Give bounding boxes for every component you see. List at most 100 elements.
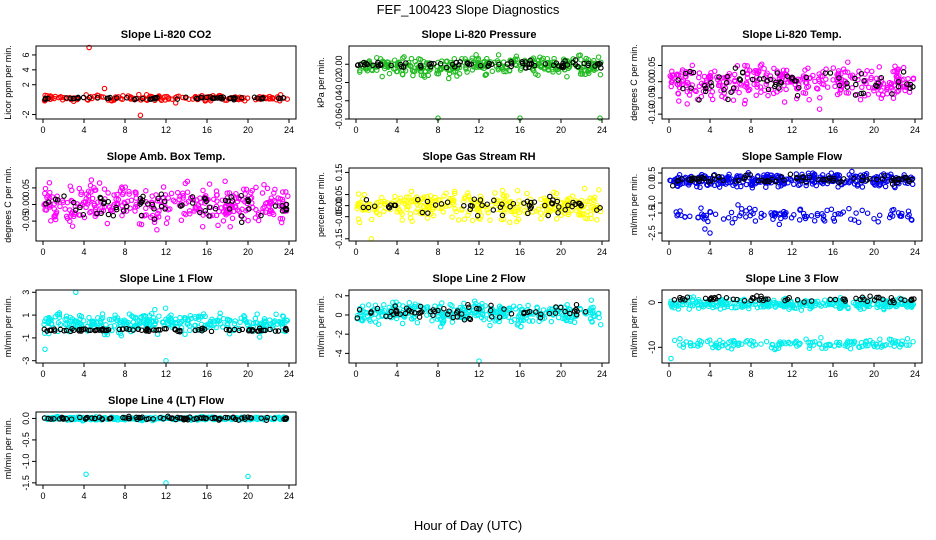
x-tick-label: 12 (787, 125, 797, 135)
outlier-point (163, 357, 169, 364)
data-point (186, 208, 193, 214)
data-point (762, 178, 769, 184)
data-point (187, 312, 194, 319)
outlier-point (83, 471, 89, 478)
data-point (173, 319, 179, 326)
data-point (680, 341, 687, 348)
x-tick-label: 12 (474, 369, 484, 379)
data-point (447, 61, 453, 68)
data-point (413, 209, 419, 215)
y-tick-label: 0.05 (334, 186, 344, 204)
data-point (596, 314, 602, 321)
data-point (674, 178, 681, 184)
data-point (177, 415, 183, 421)
data-point (283, 327, 290, 333)
data-point (877, 336, 883, 342)
data-point (238, 315, 244, 321)
data-point (182, 211, 189, 218)
data-point (244, 95, 251, 101)
data-point (88, 177, 95, 183)
data-point (226, 327, 233, 334)
data-point (846, 172, 853, 178)
x-tick-label: 12 (161, 491, 171, 501)
data-point (418, 64, 424, 70)
data-point (285, 193, 291, 199)
data-point (890, 68, 896, 75)
data-point (125, 415, 132, 422)
data-point (453, 208, 460, 215)
data-point (105, 211, 112, 218)
panel-6: Slope Line 1 Flow ml/min per min. 0 4 8 12 16 2… (3, 273, 297, 379)
data-point (597, 321, 604, 328)
data-point (552, 310, 559, 316)
data-point (526, 318, 533, 324)
data-point (748, 297, 754, 304)
outlier-point (245, 473, 251, 480)
data-point (569, 193, 576, 199)
data-point (753, 92, 759, 99)
data-point (730, 182, 736, 188)
data-point (856, 344, 863, 351)
x-tick-label: 16 (515, 369, 525, 379)
data-point (235, 417, 242, 423)
data-point (143, 416, 150, 423)
panel-7: Slope Line 2 Flow ml/min per min. 0 4 8 12 16 2… (316, 273, 610, 379)
data-point (116, 326, 123, 333)
data-point (67, 183, 74, 189)
data-point (836, 342, 843, 348)
data-point (262, 319, 269, 325)
data-point (154, 198, 161, 204)
x-tick-label: 16 (515, 247, 525, 257)
data-point (772, 303, 779, 310)
data-point (488, 302, 494, 309)
data-point (411, 310, 418, 316)
data-point (461, 203, 467, 209)
data-point (119, 326, 126, 332)
data-point (451, 190, 458, 197)
data-point (63, 95, 70, 101)
data-point (888, 81, 894, 88)
data-point (404, 206, 410, 212)
data-point (486, 60, 492, 67)
data-point (813, 300, 819, 307)
data-point (355, 202, 361, 208)
data-point (477, 197, 484, 203)
data-point (399, 211, 405, 218)
data-point (794, 297, 801, 303)
data-point (114, 191, 120, 198)
data-point (763, 184, 769, 190)
data-point (808, 213, 815, 219)
data-point (802, 90, 809, 96)
data-point (795, 182, 802, 189)
data-point (434, 316, 441, 322)
data-point (445, 75, 452, 82)
x-tick-label: 24 (284, 369, 294, 379)
data-point (101, 200, 107, 207)
data-point (96, 180, 103, 186)
data-point (209, 212, 216, 218)
y-tick-label: -0.15 (334, 229, 344, 250)
data-point (98, 316, 105, 322)
data-point (283, 201, 290, 208)
data-point (852, 92, 859, 98)
data-point (800, 210, 807, 217)
data-point (713, 340, 720, 347)
data-point (60, 199, 67, 205)
data-point (769, 341, 775, 348)
y-tick-label: 0 (334, 312, 344, 317)
data-point (745, 303, 752, 309)
data-point (429, 317, 435, 324)
data-point (401, 54, 407, 60)
data-point (851, 217, 858, 223)
data-point (224, 316, 231, 322)
panel-title: Slope Amb. Box Temp. (107, 151, 226, 163)
data-point (562, 207, 568, 213)
data-point (85, 193, 92, 199)
data-point (585, 67, 592, 74)
data-point (465, 304, 472, 311)
data-point (220, 218, 227, 224)
data-point (878, 74, 885, 81)
data-point (499, 64, 506, 70)
data-point (679, 67, 686, 73)
